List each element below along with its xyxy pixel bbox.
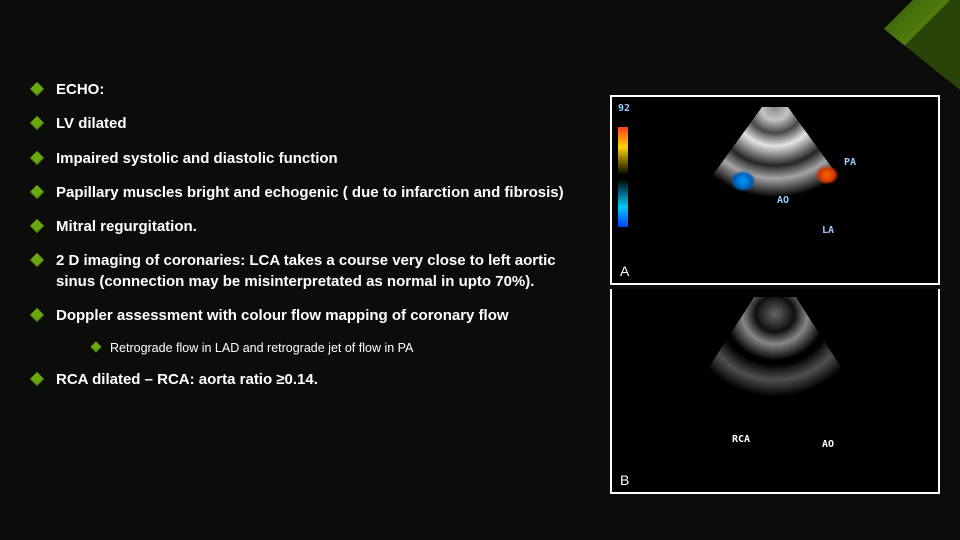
anatomy-label-ao: AO [777, 195, 789, 206]
anatomy-label-rca: RCA [732, 434, 750, 445]
echo-image-stack: 92 AO PA LA A RCA AO B [610, 95, 940, 494]
doppler-jet-red [817, 167, 837, 183]
bullet-text: Impaired systolic and diastolic function [56, 149, 338, 169]
list-item: 2 D imaging of coronaries: LCA takes a c… [32, 251, 592, 292]
bullet-text: Mitral regurgitation. [56, 217, 197, 237]
bullet-text: Papillary muscles bright and echogenic (… [56, 183, 564, 203]
anatomy-label-pa: PA [844, 157, 856, 168]
diamond-bullet-icon [30, 372, 44, 386]
anatomy-label-la: LA [822, 225, 834, 236]
scale-label: 92 [618, 103, 630, 114]
bullet-text: ECHO: [56, 80, 104, 100]
sub-list-item: Retrograde flow in LAD and retrograde je… [92, 340, 592, 356]
diamond-bullet-icon [30, 219, 44, 233]
doppler-colorbar [618, 127, 628, 227]
bullet-list: ECHO: LV dilated Impaired systolic and d… [32, 80, 592, 405]
bullet-text: Doppler assessment with colour flow mapp… [56, 306, 509, 326]
list-item: RCA dilated – RCA: aorta ratio ≥0.14. [32, 370, 592, 390]
anatomy-label-ao: AO [822, 439, 834, 450]
list-item: Impaired systolic and diastolic function [32, 149, 592, 169]
diamond-bullet-icon [30, 82, 44, 96]
diamond-bullet-icon [30, 308, 44, 322]
diamond-bullet-icon [30, 150, 44, 164]
diamond-bullet-icon [30, 116, 44, 130]
list-item: Mitral regurgitation. [32, 217, 592, 237]
doppler-jet-blue [732, 172, 754, 190]
panel-letter: B [620, 472, 629, 488]
corner-accent [800, 0, 960, 90]
diamond-bullet-icon [30, 253, 44, 267]
list-item: Papillary muscles bright and echogenic (… [32, 183, 592, 203]
diamond-bullet-icon [30, 185, 44, 199]
panel-letter: A [620, 263, 629, 279]
ultrasound-wedge [645, 107, 905, 277]
list-item: LV dilated [32, 114, 592, 134]
ultrasound-wedge [645, 297, 905, 467]
bullet-text: 2 D imaging of coronaries: LCA takes a c… [56, 251, 592, 292]
diamond-bullet-icon [90, 341, 101, 352]
list-item: ECHO: [32, 80, 592, 100]
bullet-text: RCA dilated – RCA: aorta ratio ≥0.14. [56, 370, 318, 390]
list-item: Doppler assessment with colour flow mapp… [32, 306, 592, 326]
echo-panel-a: 92 AO PA LA A [610, 95, 940, 285]
echo-panel-b: RCA AO B [610, 289, 940, 494]
sub-bullet-text: Retrograde flow in LAD and retrograde je… [110, 340, 413, 356]
bullet-text: LV dilated [56, 114, 127, 134]
